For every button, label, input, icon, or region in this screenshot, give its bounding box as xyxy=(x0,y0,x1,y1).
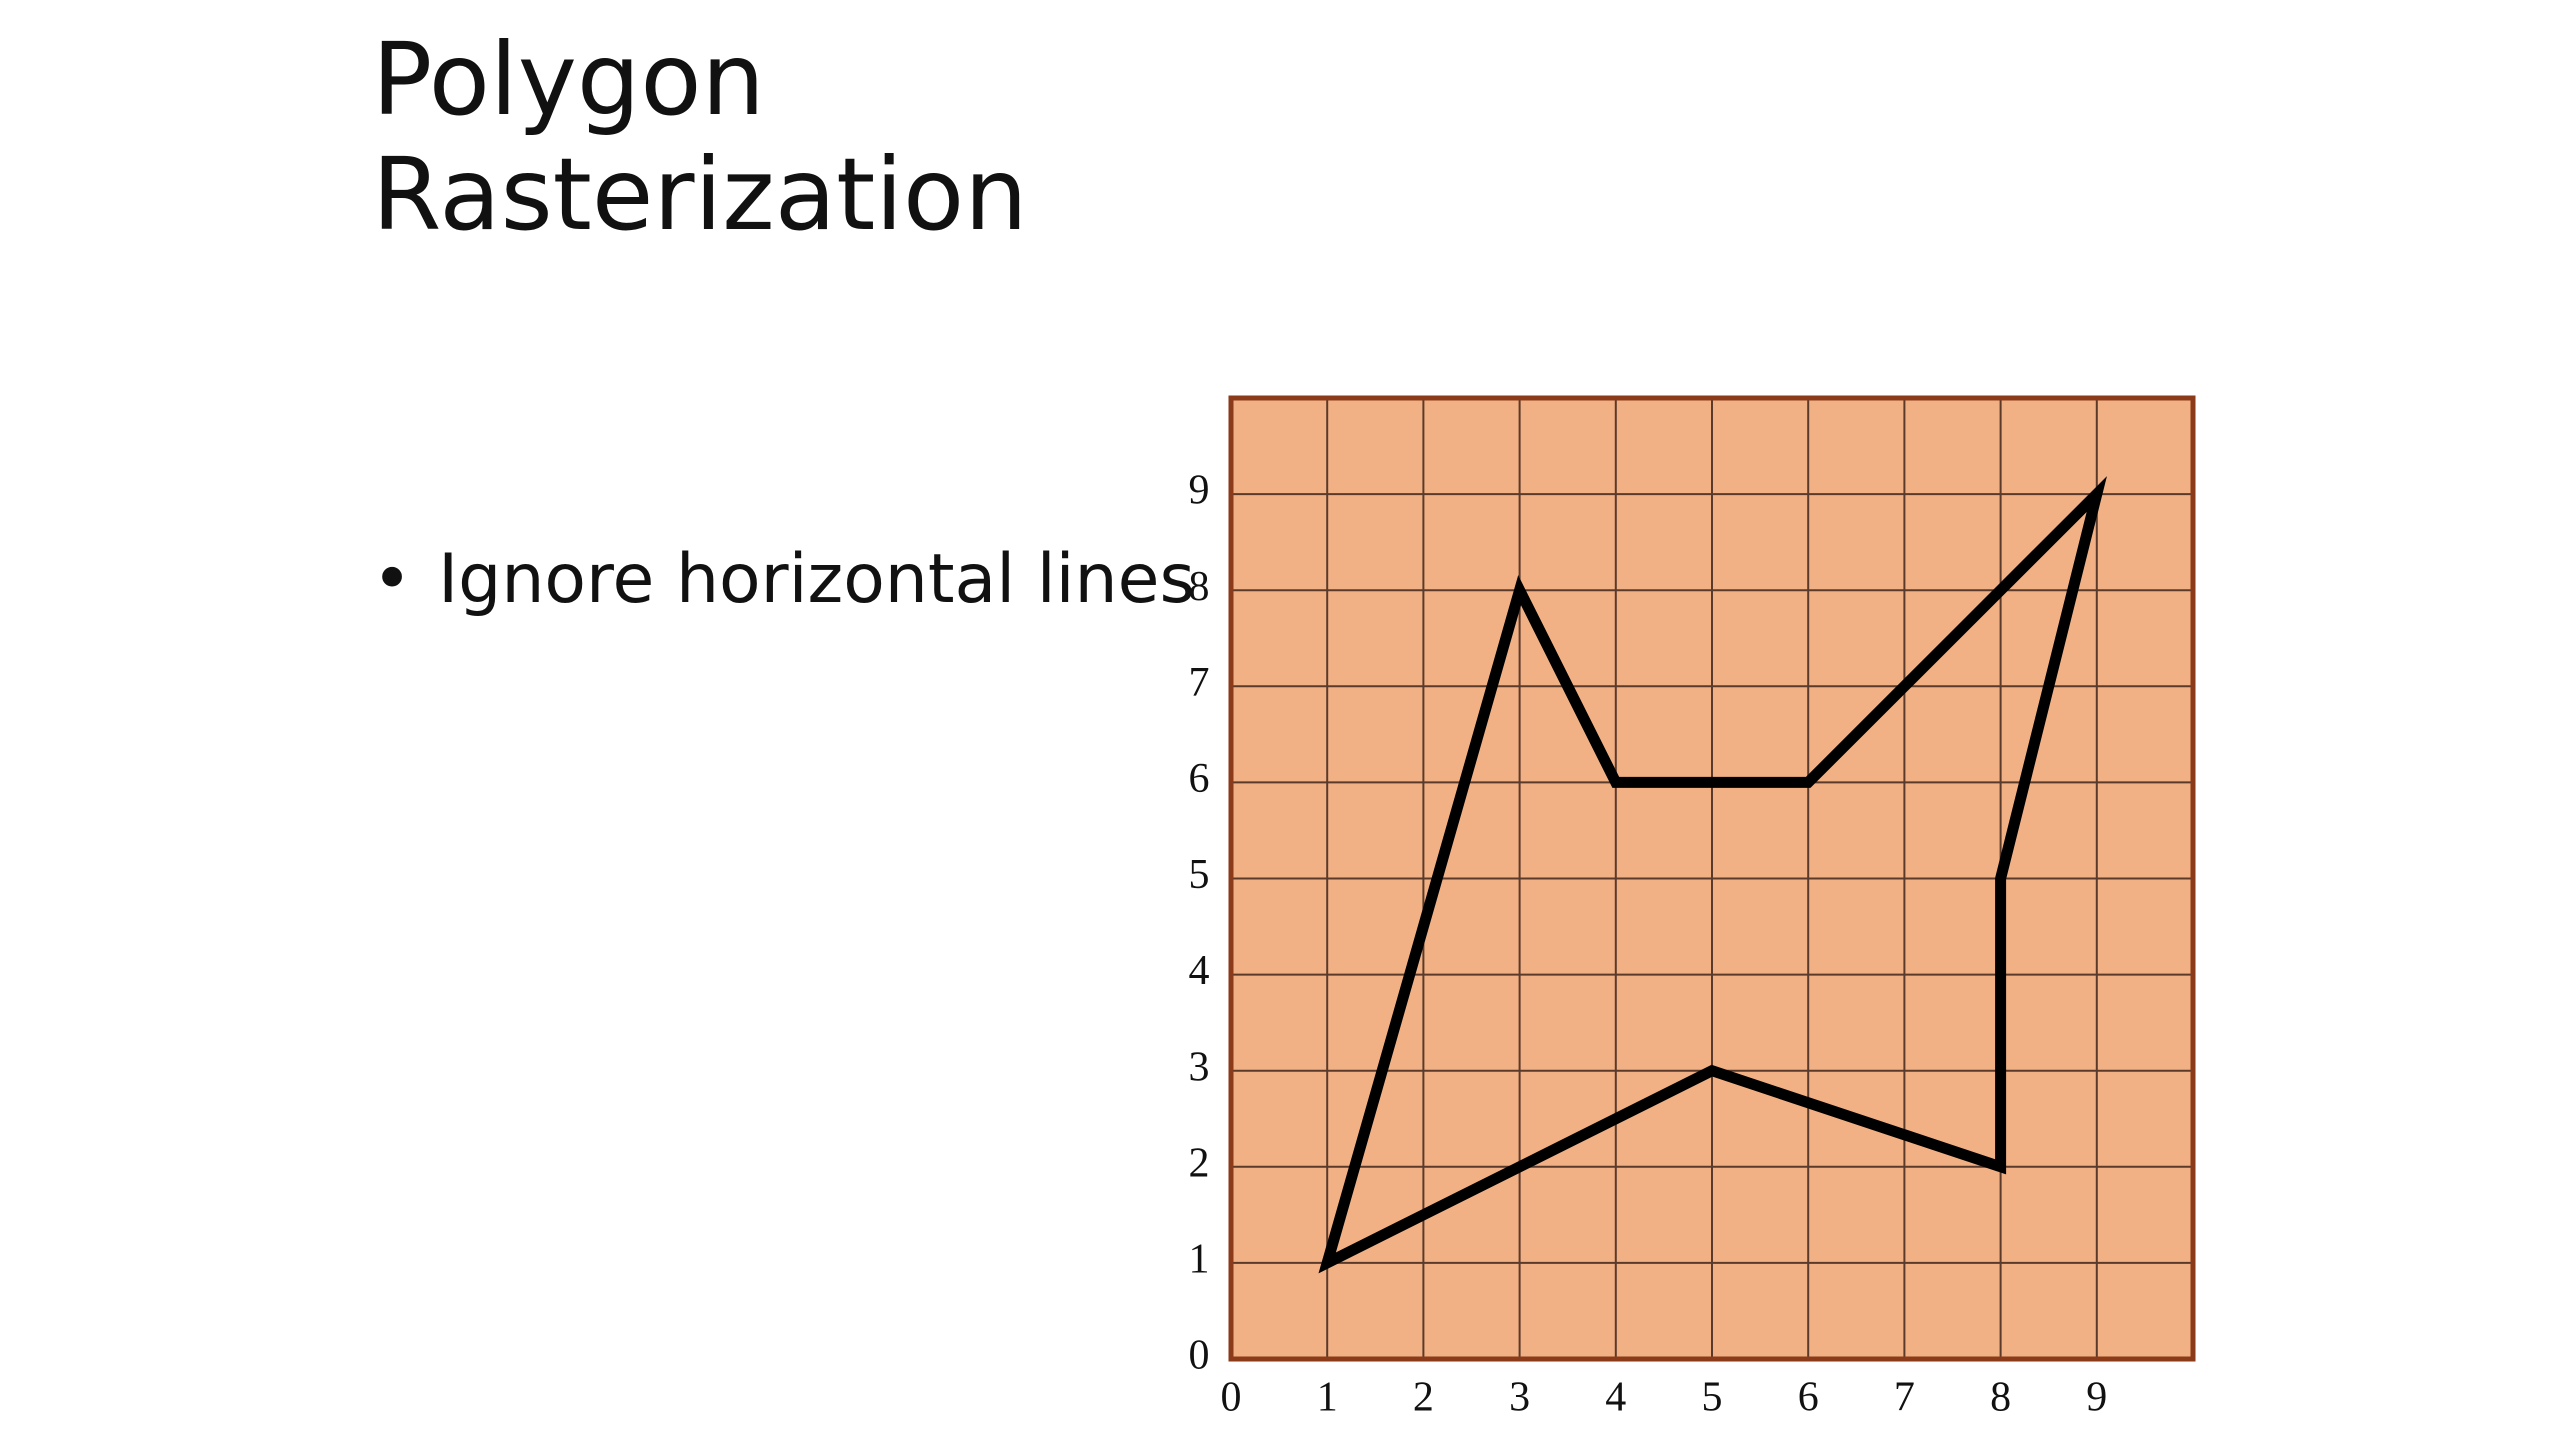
x-tick-label: 5 xyxy=(1702,1375,1723,1421)
y-tick-label: 0 xyxy=(1189,1333,1210,1379)
x-tick-label: 2 xyxy=(1413,1375,1434,1421)
y-tick-label: 2 xyxy=(1189,1140,1210,1186)
x-tick-label: 1 xyxy=(1317,1375,1338,1421)
x-tick-label: 7 xyxy=(1894,1375,1915,1421)
x-tick-label: 6 xyxy=(1798,1375,1819,1421)
x-tick-label: 3 xyxy=(1509,1375,1530,1421)
y-tick-label: 1 xyxy=(1189,1237,1210,1283)
slide-title: Polygon Rasterization xyxy=(372,21,1028,253)
y-tick-label: 7 xyxy=(1189,660,1210,706)
y-tick-label: 8 xyxy=(1189,564,1210,610)
bullet-list: Ignore horizontal lines xyxy=(372,540,1195,619)
plot-border xyxy=(1228,395,2196,1362)
bullet: Ignore horizontal lines xyxy=(372,540,1195,619)
x-tick-label: 0 xyxy=(1221,1375,1242,1421)
y-tick-label: 4 xyxy=(1189,948,1210,994)
x-tick-label: 4 xyxy=(1605,1375,1626,1421)
polygon xyxy=(1318,476,2107,1274)
y-tick-label: 3 xyxy=(1189,1044,1210,1090)
y-tick-label: 5 xyxy=(1189,852,1210,898)
x-tick-label: 9 xyxy=(2086,1375,2107,1421)
x-tick-label: 8 xyxy=(1990,1375,2011,1421)
y-tick-label: 9 xyxy=(1189,468,1210,514)
y-tick-label: 6 xyxy=(1189,756,1210,802)
